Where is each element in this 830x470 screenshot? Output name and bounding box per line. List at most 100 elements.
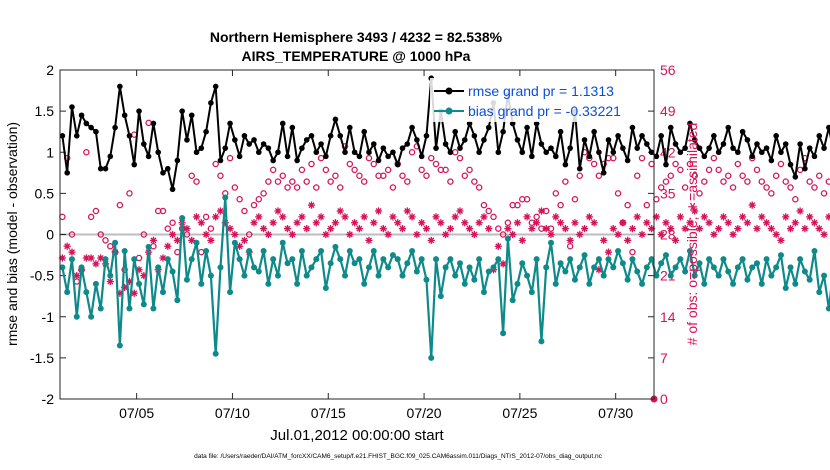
rmse-point bbox=[222, 145, 229, 151]
rmse-point bbox=[294, 157, 300, 164]
bias-point bbox=[562, 268, 569, 275]
obs-assimilated-point bbox=[667, 225, 675, 233]
obs-assimilated-point bbox=[283, 225, 292, 233]
rmse-point bbox=[174, 157, 181, 164]
obs-assimilated-point bbox=[288, 230, 296, 239]
obs-possible-point bbox=[370, 160, 378, 168]
bias-point bbox=[519, 260, 526, 267]
obs-assimilated-point bbox=[734, 225, 742, 233]
bias-point bbox=[787, 264, 794, 271]
obs-assimilated-point bbox=[499, 260, 507, 268]
obs-possible-point bbox=[806, 178, 813, 185]
bias-point bbox=[337, 256, 344, 263]
obs-assimilated-point bbox=[437, 219, 445, 227]
bias-point bbox=[514, 280, 521, 287]
obs-assimilated-point bbox=[121, 283, 129, 291]
obs-assimilated-point bbox=[451, 213, 459, 221]
bias-point bbox=[136, 280, 143, 287]
obs-possible-point bbox=[672, 160, 679, 168]
obs-assimilated-point bbox=[556, 219, 565, 227]
obs-assimilated-point bbox=[552, 213, 560, 221]
bias-point bbox=[797, 256, 804, 263]
rmse-point bbox=[284, 153, 291, 160]
bias-series bbox=[59, 194, 830, 361]
obs-possible-point bbox=[782, 178, 789, 185]
obs-assimilated-point bbox=[580, 225, 589, 233]
bias-point bbox=[375, 272, 382, 279]
bias-point bbox=[825, 305, 830, 312]
bias-point bbox=[490, 264, 497, 271]
obs-possible-point bbox=[729, 184, 737, 191]
bias-point bbox=[682, 268, 689, 275]
obs-possible-point bbox=[140, 231, 148, 238]
obs-assimilated-point bbox=[710, 230, 718, 239]
obs-possible-point bbox=[638, 154, 646, 162]
bias-point bbox=[658, 260, 665, 267]
obs-possible-point bbox=[408, 148, 416, 156]
bias-point bbox=[576, 264, 583, 271]
bias-point bbox=[303, 272, 310, 279]
obs-assimilated-point bbox=[475, 219, 483, 227]
obs-possible-point bbox=[480, 201, 488, 209]
rmse-point bbox=[552, 153, 559, 160]
bias-point bbox=[231, 239, 238, 246]
bias-point bbox=[634, 268, 641, 275]
obs-assimilated-point bbox=[73, 272, 81, 280]
obs-assimilated-point bbox=[135, 266, 143, 274]
rmse-point bbox=[227, 120, 233, 127]
obs-possible-point bbox=[633, 172, 641, 179]
obs-assimilated-point bbox=[116, 289, 124, 297]
bias-point bbox=[672, 264, 679, 271]
bias-point bbox=[83, 289, 90, 296]
x-axis-label: Jul.01,2012 00:00:00 start bbox=[270, 427, 444, 444]
rmse-point bbox=[610, 149, 617, 156]
bias-point bbox=[639, 280, 646, 287]
rmse-point bbox=[663, 161, 669, 168]
obs-possible-point bbox=[466, 166, 473, 174]
rmse-point bbox=[366, 149, 372, 156]
y-tick-label: 0.5 bbox=[35, 185, 55, 201]
rmse-point bbox=[586, 153, 593, 160]
rmse-point bbox=[538, 141, 545, 147]
rmse-point bbox=[409, 124, 415, 131]
y-tick-label: -0.5 bbox=[30, 268, 54, 284]
rmse-point bbox=[562, 161, 569, 168]
rmse-point bbox=[323, 153, 329, 160]
obs-assimilated-point bbox=[293, 219, 301, 227]
bias-point bbox=[758, 280, 765, 287]
obs-possible-point bbox=[691, 172, 698, 179]
rmse-point bbox=[217, 157, 224, 164]
rmse-point bbox=[768, 157, 775, 164]
obs-assimilated-point bbox=[164, 242, 172, 250]
obs-possible-point bbox=[303, 178, 310, 185]
obs-assimilated-point bbox=[595, 266, 603, 274]
bias-point bbox=[279, 239, 286, 246]
y-tick-label: 2 bbox=[46, 62, 54, 78]
obs-possible-point bbox=[576, 172, 584, 179]
bias-point bbox=[246, 247, 253, 254]
bias-point bbox=[653, 272, 660, 279]
bias-point bbox=[701, 280, 708, 287]
bias-point bbox=[643, 264, 650, 271]
bias-point bbox=[251, 264, 258, 271]
rmse-point bbox=[160, 170, 166, 176]
rmse-point bbox=[802, 165, 808, 172]
bias-point bbox=[442, 264, 449, 271]
bias-point bbox=[466, 264, 473, 271]
bias-point bbox=[433, 256, 440, 263]
obs-assimilated-point bbox=[518, 236, 526, 244]
obs-possible-point bbox=[485, 207, 492, 215]
legend-rmse-marker bbox=[445, 87, 453, 95]
rmse-point bbox=[581, 137, 588, 143]
obs-assimilated-point bbox=[197, 219, 205, 227]
rmse-point bbox=[193, 149, 200, 156]
bias-point bbox=[88, 313, 95, 320]
obs-assimilated-point bbox=[63, 242, 71, 250]
obs-possible-point bbox=[83, 148, 90, 156]
obs-assimilated-point bbox=[590, 219, 598, 227]
rmse-point bbox=[457, 145, 463, 151]
obs-assimilated-point bbox=[801, 225, 809, 233]
rmse-point bbox=[93, 128, 99, 135]
bias-point bbox=[662, 252, 669, 259]
rmse-point bbox=[624, 157, 631, 164]
